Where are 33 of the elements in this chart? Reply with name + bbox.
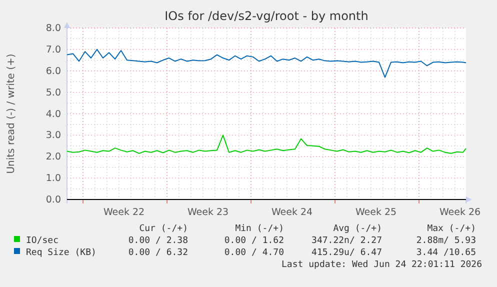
text: 415.29u/ 6.47 xyxy=(312,248,382,258)
y-tick-label: 4.0 xyxy=(46,108,61,120)
text: Cur (-/+) xyxy=(139,224,188,234)
text: 347.22n/ 2.27 xyxy=(312,236,382,246)
text: 0.00 / 4.70 xyxy=(224,248,284,258)
text: 0.00 / 6.32 xyxy=(128,248,188,258)
legend-label: IO/sec xyxy=(26,236,59,246)
legend-label: Req Size (KB) xyxy=(26,248,96,258)
line-series xyxy=(66,48,466,78)
x-tick-label: Week 26 xyxy=(439,207,481,218)
text: 0.00 / 2.38 xyxy=(128,236,188,246)
x-tick-label: Week 23 xyxy=(187,207,229,218)
line-series xyxy=(66,134,466,154)
y-axis-title: Units read (-) / write (+) xyxy=(6,54,17,174)
y-tick-label: 6.0 xyxy=(46,66,61,77)
text: 0.00 / 1.62 xyxy=(224,236,284,246)
chart-title: IOs for /dev/s2-vg/root - by month xyxy=(164,9,368,23)
y-tick-label: 8.0 xyxy=(46,23,61,34)
text: Last update: Wed Jun 24 22:01:11 2026 xyxy=(282,260,482,270)
y-tick-label: 5.0 xyxy=(46,87,61,98)
text: Min (-/+) xyxy=(235,224,284,234)
x-tick-label: Week 22 xyxy=(103,207,145,218)
text: 2.88m/ 5.93 xyxy=(416,236,476,246)
x-tick-label: Week 24 xyxy=(271,207,313,218)
y-tick-label: 1.0 xyxy=(46,173,61,184)
y-tick-label: 3.0 xyxy=(46,130,61,142)
y-tick-label: 2.0 xyxy=(46,152,61,163)
x-tick-label: Week 25 xyxy=(355,207,397,218)
text: Avg (-/+) xyxy=(333,224,382,234)
text: Max (-/+) xyxy=(427,224,476,234)
y-tick-label: 7.0 xyxy=(46,44,61,56)
y-tick-label: 0.0 xyxy=(46,194,61,206)
text: 3.44 /10.65 xyxy=(416,248,476,258)
